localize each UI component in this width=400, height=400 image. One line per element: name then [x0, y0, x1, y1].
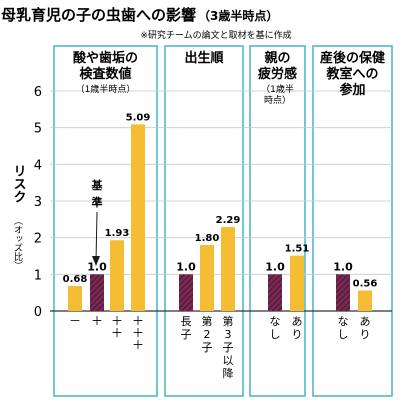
y-axis-label-unit: （オッズ比）: [12, 216, 23, 270]
y-tick-label: 3: [34, 195, 42, 210]
reference-label-line1: 基: [91, 178, 104, 192]
reference-arrowhead: [92, 256, 100, 266]
source-note: ※研究チームの論文と取材を基に作成: [140, 29, 291, 41]
group-panel: [164, 45, 244, 397]
reference-bar: [336, 274, 350, 311]
x-tick-label: ＋＋: [111, 314, 123, 340]
x-tick-label: ＋: [91, 314, 103, 328]
bar-value-label: 5.09: [126, 112, 151, 123]
bar: [110, 240, 124, 311]
bar: [200, 245, 214, 311]
group-title: 参加: [339, 82, 365, 98]
group-title: 教室への: [325, 66, 378, 82]
group-panel: [53, 45, 158, 397]
x-tick-label: なし: [270, 315, 281, 341]
group-title: 親の: [264, 50, 290, 66]
group-panel: [249, 45, 306, 397]
x-tick-label: 長子: [181, 315, 192, 341]
group-subtitle: （1歳半時点）: [76, 83, 136, 95]
reference-bar: [268, 274, 282, 311]
bar: [358, 290, 372, 311]
y-tick-label: 5: [34, 122, 42, 137]
x-tick-label: ＋＋＋: [132, 314, 144, 352]
group-title: 検査数値: [79, 66, 131, 82]
bar-value-label: 0.68: [63, 274, 88, 285]
x-tick-label: なし: [338, 315, 349, 341]
chart-title: 母乳育児の子の虫歯への影響: [1, 6, 196, 24]
bar-value-label: 0.56: [353, 278, 378, 289]
value-labels: 0.681.01.935.091.01.802.291.01.511.00.56: [63, 112, 378, 289]
x-tick-label: －: [69, 314, 81, 328]
y-tick-label: 4: [34, 158, 42, 173]
gridlines: [50, 90, 392, 312]
bar-value-label: 1.80: [195, 233, 220, 244]
bar-value-label: 2.29: [216, 215, 241, 226]
bar-value-label: 1.0: [265, 260, 285, 273]
bar: [221, 227, 235, 311]
group-panel: [312, 45, 393, 397]
group-title: 産後の保健: [320, 50, 385, 66]
group-subtitle: 時点）: [264, 95, 291, 106]
y-axis-label: リスク: [11, 164, 27, 203]
reference-label-line2: 準: [92, 195, 103, 209]
group-title: 出生順: [184, 50, 224, 66]
reference-pointer: [95, 211, 98, 263]
bar: [68, 286, 82, 311]
bar: [131, 124, 145, 311]
bar-value-label: 1.0: [333, 260, 353, 273]
x-tick-label: あり: [360, 315, 371, 341]
x-tick-label: 第 3 子以降: [223, 314, 234, 380]
y-tick-labels: 0 1 2 3 4 5 6: [34, 85, 42, 320]
y-tick-label: 1: [34, 268, 42, 283]
group-title: 疲労感: [258, 66, 297, 82]
bar-value-label: 1.0: [176, 260, 196, 273]
y-tick-label: 0: [34, 305, 42, 320]
group-panels: [53, 45, 393, 397]
bar-value-label: 1.51: [285, 244, 310, 255]
reference-bar: [179, 274, 193, 311]
y-tick-label: 6: [34, 85, 42, 100]
reference-bar: [90, 274, 104, 311]
group-subtitle: （1歳半: [261, 83, 294, 95]
bar: [290, 255, 304, 311]
y-tick-label: 2: [34, 232, 42, 247]
group-title: 酸や歯垢の: [73, 50, 138, 66]
chart-title-suffix: （3歳半時点）: [198, 8, 278, 23]
bar-value-label: 1.0: [87, 260, 107, 273]
bar-value-label: 1.93: [105, 228, 130, 239]
bars: [68, 124, 372, 311]
x-tick-label: あり: [292, 315, 303, 341]
